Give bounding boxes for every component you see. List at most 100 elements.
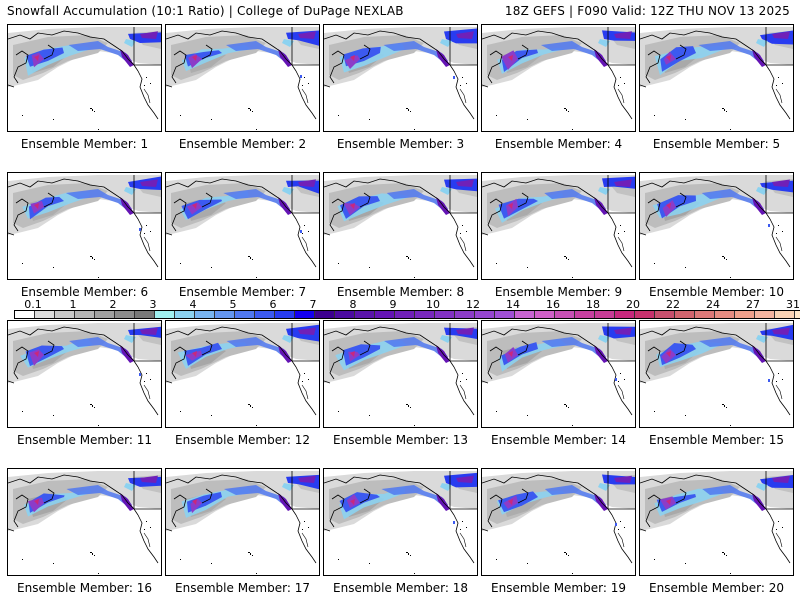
panel-label: Ensemble Member: 7: [178, 285, 307, 299]
colorbar-tick-label: 6: [269, 298, 277, 311]
colorbar-cell: [175, 311, 195, 318]
colorbar-tick-label: 3: [149, 298, 157, 311]
colorbar-cell: [15, 311, 35, 318]
snowfall-map: [481, 468, 636, 576]
panel-label: Ensemble Member: 4: [494, 137, 623, 151]
ensemble-panel: Ensemble Member: 3: [323, 24, 478, 151]
colorbar-cell: [375, 311, 395, 318]
snowfall-map: [323, 320, 478, 428]
colorbar-tick-label: 5: [229, 298, 237, 311]
panel-label: Ensemble Member: 1: [20, 137, 149, 151]
colorbar-tick-label: 1: [69, 298, 77, 311]
colorbar-tick-label: 2: [109, 298, 117, 311]
ensemble-panel: Ensemble Member: 7: [165, 172, 320, 299]
colorbar-cell: [675, 311, 695, 318]
panel-label: Ensemble Member: 12: [175, 433, 310, 447]
colorbar-cell: [635, 311, 655, 318]
colorbar-cell: [755, 311, 775, 318]
snowfall-map: [165, 172, 320, 280]
ensemble-panel: Ensemble Member: 14: [481, 320, 636, 447]
ensemble-panel: Ensemble Member: 12: [165, 320, 320, 447]
panel-label: Ensemble Member: 14: [491, 433, 626, 447]
panel-label: Ensemble Member: 18: [333, 581, 468, 595]
ensemble-panel: Ensemble Member: 4: [481, 24, 636, 151]
colorbar-cell: [135, 311, 155, 318]
panel-label: Ensemble Member: 9: [494, 285, 623, 299]
colorbar-cell: [35, 311, 55, 318]
colorbar-cell: [115, 311, 135, 318]
snowfall-map: [639, 320, 794, 428]
snowfall-map: [323, 172, 478, 280]
ensemble-panel: Ensemble Member: 5: [639, 24, 794, 151]
colorbar-tick-label: 10: [426, 298, 440, 311]
snowfall-map: [165, 320, 320, 428]
colorbar-tick-label: 16: [546, 298, 560, 311]
colorbar-tick-label: 0.1: [24, 298, 42, 311]
colorbar-tick-label: 18: [586, 298, 600, 311]
colorbar-cell: [235, 311, 255, 318]
ensemble-panel: Ensemble Member: 11: [7, 320, 162, 447]
colorbar-tick-label: 8: [349, 298, 357, 311]
colorbar-cell: [215, 311, 235, 318]
colorbar-tick-label: 4: [189, 298, 197, 311]
colorbar-tick-label: 22: [666, 298, 680, 311]
ensemble-panel: Ensemble Member: 2: [165, 24, 320, 151]
ensemble-panel: Ensemble Member: 10: [639, 172, 794, 299]
colorbar-tick-label: 9: [389, 298, 397, 311]
colorbar-tick-label: 27: [746, 298, 760, 311]
colorbar-tick-label: 20: [626, 298, 640, 311]
snowfall-map: [639, 172, 794, 280]
colorbar-tick-label: 24: [706, 298, 720, 311]
snowfall-map: [639, 468, 794, 576]
ensemble-panel: Ensemble Member: 13: [323, 320, 478, 447]
panel-label: Ensemble Member: 8: [336, 285, 465, 299]
colorbar-cell: [495, 311, 515, 318]
colorbar-cell: [315, 311, 335, 318]
chart-title: Snowfall Accumulation (10:1 Ratio) | Col…: [7, 4, 404, 18]
colorbar-cell: [55, 311, 75, 318]
ensemble-panel: Ensemble Member: 8: [323, 172, 478, 299]
panel-label: Ensemble Member: 17: [175, 581, 310, 595]
colorbar-cell: [335, 311, 355, 318]
ensemble-panel: Ensemble Member: 15: [639, 320, 794, 447]
colorbar-tick-label: 31: [786, 298, 800, 311]
colorbar-labels: 0.1123456789101214161820222427313539: [0, 298, 800, 311]
colorbar-cell: [395, 311, 415, 318]
colorbar-tick-label: 14: [506, 298, 520, 311]
snowfall-map: [165, 468, 320, 576]
colorbar-cell: [555, 311, 575, 318]
ensemble-panel: Ensemble Member: 18: [323, 468, 478, 595]
colorbar-cell: [655, 311, 675, 318]
snowfall-map: [7, 320, 162, 428]
ensemble-panel: Ensemble Member: 9: [481, 172, 636, 299]
panel-label: Ensemble Member: 2: [178, 137, 307, 151]
colorbar-cell: [155, 311, 175, 318]
colorbar-cell: [295, 311, 315, 318]
colorbar-cell: [695, 311, 715, 318]
panel-label: Ensemble Member: 19: [491, 581, 626, 595]
colorbar: [14, 310, 800, 319]
panel-label: Ensemble Member: 13: [333, 433, 468, 447]
colorbar-cell: [255, 311, 275, 318]
run-info: 18Z GEFS | F090 Valid: 12Z THU NOV 13 20…: [504, 4, 790, 18]
snowfall-map: [165, 24, 320, 132]
panel-label: Ensemble Member: 10: [649, 285, 784, 299]
snowfall-map: [481, 172, 636, 280]
panel-label: Ensemble Member: 3: [336, 137, 465, 151]
ensemble-panel: Ensemble Member: 20: [639, 468, 794, 595]
colorbar-cell: [735, 311, 755, 318]
colorbar-cell: [475, 311, 495, 318]
panel-label: Ensemble Member: 20: [649, 581, 784, 595]
colorbar-cell: [795, 311, 800, 318]
panel-label: Ensemble Member: 6: [20, 285, 149, 299]
snowfall-map: [7, 172, 162, 280]
colorbar-cell: [595, 311, 615, 318]
ensemble-panel: Ensemble Member: 19: [481, 468, 636, 595]
colorbar-cell: [75, 311, 95, 318]
colorbar-cell: [715, 311, 735, 318]
colorbar-cell: [575, 311, 595, 318]
panel-label: Ensemble Member: 5: [652, 137, 781, 151]
colorbar-cell: [415, 311, 435, 318]
snowfall-map: [323, 468, 478, 576]
panel-label: Ensemble Member: 16: [17, 581, 152, 595]
